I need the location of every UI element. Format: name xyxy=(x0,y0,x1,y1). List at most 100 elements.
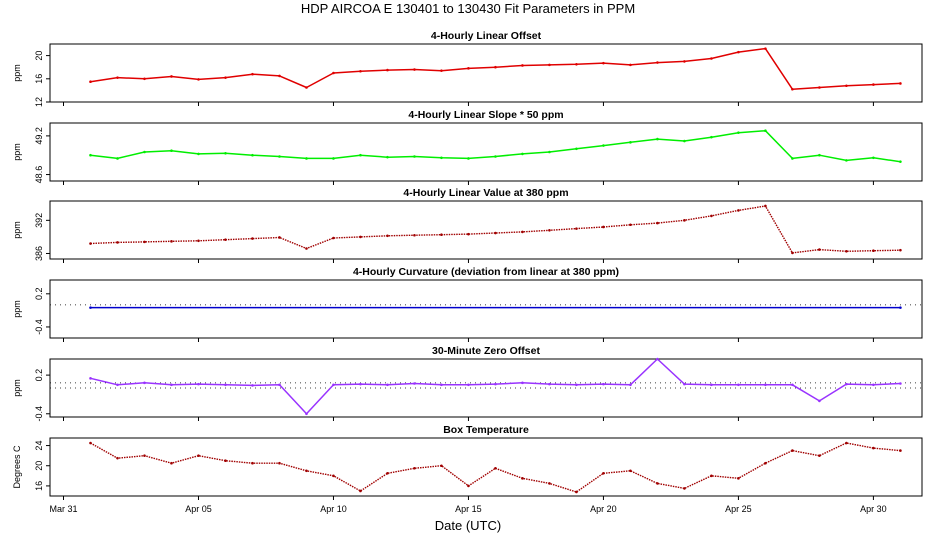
y-tick-label: 16 xyxy=(34,481,44,491)
data-point xyxy=(89,80,92,83)
data-point xyxy=(683,382,686,386)
data-point xyxy=(251,237,254,240)
data-point xyxy=(197,239,200,243)
data-point xyxy=(845,84,848,88)
data-point xyxy=(602,472,605,475)
data-point xyxy=(359,69,362,73)
data-point xyxy=(899,248,902,252)
data-point xyxy=(683,60,686,63)
x-tick-label: Apr 05 xyxy=(185,504,212,514)
y-axis-label: ppm xyxy=(12,221,22,239)
data-point xyxy=(494,155,497,158)
data-point xyxy=(386,472,389,475)
x-tick-label: Apr 10 xyxy=(320,504,347,514)
data-point xyxy=(872,249,875,253)
panel-1: 4-Hourly Linear Offset ppm 12 16 20 xyxy=(12,30,923,107)
y-tick-label: 49.2 xyxy=(34,127,44,145)
data-point xyxy=(359,235,362,239)
data-point xyxy=(278,461,281,465)
data-point xyxy=(143,381,146,385)
data-point xyxy=(305,157,308,160)
panel-5: 30-Minute Zero Offset ppm -0.4 0.2 xyxy=(12,345,923,422)
data-point xyxy=(143,77,146,81)
data-point xyxy=(845,249,848,253)
data-point xyxy=(386,68,389,72)
y-axis-label: ppm xyxy=(12,143,22,161)
data-point xyxy=(440,69,443,72)
data-point xyxy=(656,61,659,64)
data-point xyxy=(170,75,173,78)
data-point xyxy=(899,382,902,385)
data-point xyxy=(548,382,551,386)
data-point xyxy=(575,490,578,494)
data-point xyxy=(872,383,875,387)
data-point xyxy=(845,382,848,386)
data-point xyxy=(197,78,200,81)
data-point xyxy=(386,155,389,159)
data-point xyxy=(602,61,605,65)
data-point xyxy=(89,441,92,445)
data-point xyxy=(521,477,524,480)
data-point xyxy=(116,383,119,387)
y-tick-label: 0.2 xyxy=(34,288,44,301)
data-point xyxy=(656,221,659,225)
data-point xyxy=(494,65,497,69)
data-point xyxy=(494,466,497,470)
data-point xyxy=(818,248,821,251)
data-point xyxy=(710,135,713,139)
data-point xyxy=(764,129,767,133)
data-point xyxy=(143,240,146,244)
data-point xyxy=(143,454,146,457)
panel-title: 4-Hourly Linear Offset xyxy=(431,30,542,42)
data-point xyxy=(197,152,200,156)
data-point xyxy=(224,238,227,241)
data-point xyxy=(575,63,578,66)
data-point xyxy=(332,383,335,387)
x-axis-label: Date (UTC) xyxy=(435,518,501,533)
data-point xyxy=(521,230,524,234)
data-point xyxy=(629,223,632,227)
data-point xyxy=(440,464,443,468)
panel-title: 4-Hourly Linear Slope * 50 ppm xyxy=(408,109,563,121)
panel-title: 4-Hourly Curvature (deviation from linea… xyxy=(353,266,619,278)
data-point xyxy=(413,233,416,237)
data-point xyxy=(251,72,254,76)
data-point xyxy=(683,487,686,490)
y-tick-label: -0.4 xyxy=(34,406,44,422)
data-point xyxy=(683,139,686,143)
y-tick-label: 12 xyxy=(34,97,44,107)
data-point xyxy=(143,150,146,154)
data-point xyxy=(629,383,632,387)
data-point xyxy=(440,233,443,236)
data-point xyxy=(845,159,848,162)
x-tick-label: Mar 31 xyxy=(49,504,77,514)
data-point xyxy=(251,461,254,465)
data-point xyxy=(521,152,524,156)
series-line xyxy=(90,205,901,254)
data-point xyxy=(278,155,281,158)
data-point xyxy=(494,382,497,386)
data-point xyxy=(170,383,173,387)
data-point xyxy=(251,384,254,387)
y-axis-label: ppm xyxy=(12,64,22,82)
data-point xyxy=(440,156,443,160)
data-point xyxy=(764,461,767,465)
data-point xyxy=(467,383,470,387)
data-point xyxy=(116,157,119,160)
data-point xyxy=(305,247,308,250)
data-point xyxy=(521,381,524,385)
data-point xyxy=(683,219,686,222)
data-point xyxy=(656,137,659,141)
data-point xyxy=(629,141,632,144)
data-point xyxy=(278,236,281,239)
data-point xyxy=(170,149,173,153)
data-point xyxy=(602,225,605,229)
data-point xyxy=(629,469,632,473)
x-tick-label: Apr 20 xyxy=(590,504,617,514)
panel-title: 4-Hourly Linear Value at 380 ppm xyxy=(403,187,568,199)
data-point xyxy=(467,157,470,160)
data-point xyxy=(899,160,902,163)
data-point xyxy=(818,153,821,157)
y-tick-label: -0.4 xyxy=(34,319,44,335)
